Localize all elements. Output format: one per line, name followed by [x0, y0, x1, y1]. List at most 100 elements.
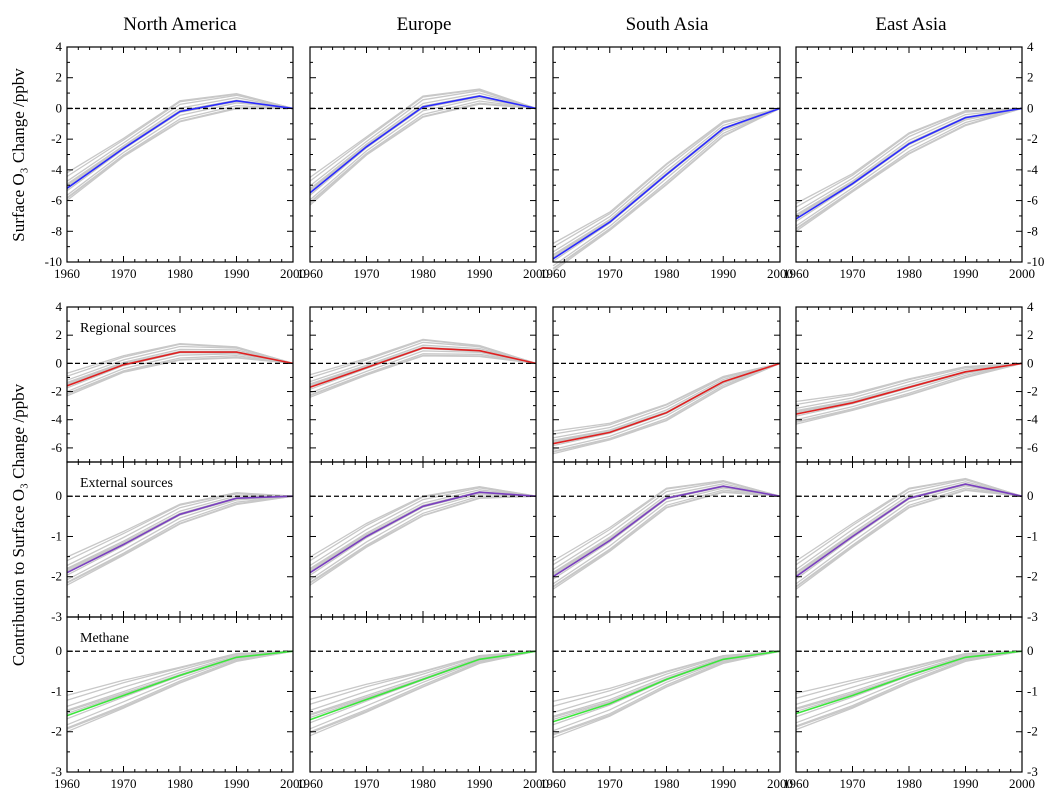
y-tick-label: 0 — [56, 100, 63, 115]
mean-line-total — [309, 95, 537, 194]
model-line — [552, 107, 781, 272]
x-tick-label: 1970 — [597, 266, 623, 281]
model-line — [795, 107, 1023, 205]
y-tick-label: 0 — [1027, 488, 1034, 503]
x-tick-label: 1980 — [167, 776, 193, 791]
y-tick-label: -3 — [51, 609, 62, 624]
y-tick-label: 4 — [56, 39, 63, 54]
model-line — [795, 362, 1023, 412]
model-line — [552, 362, 781, 453]
model-line — [552, 650, 781, 732]
model-line — [66, 353, 294, 393]
panel-regional-east-asia: -6 -4 -2 0 2 4 — [795, 299, 1038, 463]
mean-line-external — [552, 485, 781, 578]
model-line — [309, 88, 537, 178]
panel-external-europe — [309, 461, 537, 618]
model-line — [552, 362, 781, 443]
y-tick-label: -2 — [51, 569, 62, 584]
model-line — [66, 495, 294, 584]
x-tick-label: 1960 — [540, 266, 566, 281]
top-y-axis-label: Surface O₃ Change /ppbv — [9, 68, 28, 242]
model-line — [66, 348, 294, 384]
y-tick-label: -2 — [51, 724, 62, 739]
y-tick-label: -8 — [1027, 223, 1038, 238]
model-line — [66, 650, 294, 729]
region-title-europe: Europe — [397, 14, 452, 35]
model-line — [552, 650, 781, 703]
y-tick-label: -3 — [1027, 764, 1038, 779]
model-line — [66, 495, 294, 586]
region-titles: North America Europe South Asia East Asi… — [123, 14, 947, 35]
y-tick-label: 4 — [1027, 39, 1034, 54]
model-line — [552, 107, 781, 269]
model-line — [795, 107, 1023, 229]
model-line — [795, 107, 1023, 230]
x-tick-label: 1960 — [297, 266, 323, 281]
model-line — [309, 97, 537, 201]
panel-external-east-asia: -3 -2 -1 0 — [795, 461, 1038, 624]
model-line — [795, 362, 1023, 421]
mean-line-methane — [552, 650, 781, 723]
y-tick-label: 2 — [56, 327, 63, 342]
model-line — [552, 483, 781, 574]
y-tick-label: -10 — [1027, 254, 1044, 269]
model-line — [795, 650, 1023, 724]
y-tick-label: 2 — [1027, 70, 1034, 85]
model-line — [795, 107, 1023, 232]
panel-total-south-asia: 1960 1970 1980 1990 2000 — [540, 46, 793, 281]
model-line — [552, 650, 781, 736]
y-tick-label: -3 — [51, 764, 62, 779]
model-line — [552, 650, 781, 735]
x-tick-label: 1970 — [840, 776, 866, 791]
model-line — [66, 492, 294, 562]
model-line — [795, 482, 1023, 574]
x-tick-label: 2000 — [523, 266, 549, 281]
model-line — [795, 650, 1023, 728]
x-tick-label: 1970 — [597, 776, 623, 791]
mean-line-regional — [309, 347, 537, 389]
panel-frame — [309, 46, 537, 263]
model-line — [552, 362, 781, 432]
x-tick-label: 1990 — [710, 266, 736, 281]
x-tick-label: 1990 — [953, 776, 979, 791]
y-tick-label: -1 — [51, 683, 62, 698]
model-line — [309, 650, 537, 733]
model-line — [66, 650, 294, 730]
y-tick-label: 2 — [56, 70, 63, 85]
x-tick-label: 1990 — [467, 776, 493, 791]
model-line — [552, 362, 781, 453]
x-tick-label: 2000 — [767, 776, 793, 791]
x-tick-label: 1990 — [224, 266, 250, 281]
x-tick-label: 1990 — [467, 266, 493, 281]
model-line — [66, 93, 294, 174]
model-line — [309, 650, 537, 701]
y-tick-label: -10 — [45, 254, 62, 269]
x-tick-label: 1980 — [896, 266, 922, 281]
model-line — [66, 495, 294, 581]
model-line — [66, 356, 294, 395]
panel-methane-europe: 1960 1970 1980 1990 2000 — [297, 616, 549, 791]
model-line — [795, 487, 1023, 587]
model-line — [309, 103, 537, 206]
x-tick-label: 1970 — [354, 266, 380, 281]
mean-line-total — [552, 107, 781, 260]
x-tick-label: 2000 — [1009, 266, 1035, 281]
model-line — [552, 107, 781, 245]
model-line — [309, 96, 537, 196]
y-tick-label: -6 — [51, 440, 62, 455]
model-line — [66, 102, 294, 196]
x-tick-label: 1980 — [410, 266, 436, 281]
model-line — [309, 354, 537, 397]
model-line — [795, 107, 1023, 218]
model-line — [795, 650, 1023, 731]
x-tick-label: 2000 — [523, 776, 549, 791]
y-tick-label: -2 — [1027, 569, 1038, 584]
x-tick-label: 1970 — [354, 776, 380, 791]
x-tick-label: 1960 — [297, 776, 323, 791]
y-tick-label: -1 — [51, 528, 62, 543]
model-line — [795, 650, 1023, 727]
model-line — [795, 650, 1023, 695]
panel-total-europe: 1960 1970 1980 1990 2000 — [297, 46, 549, 281]
model-line — [795, 650, 1023, 718]
